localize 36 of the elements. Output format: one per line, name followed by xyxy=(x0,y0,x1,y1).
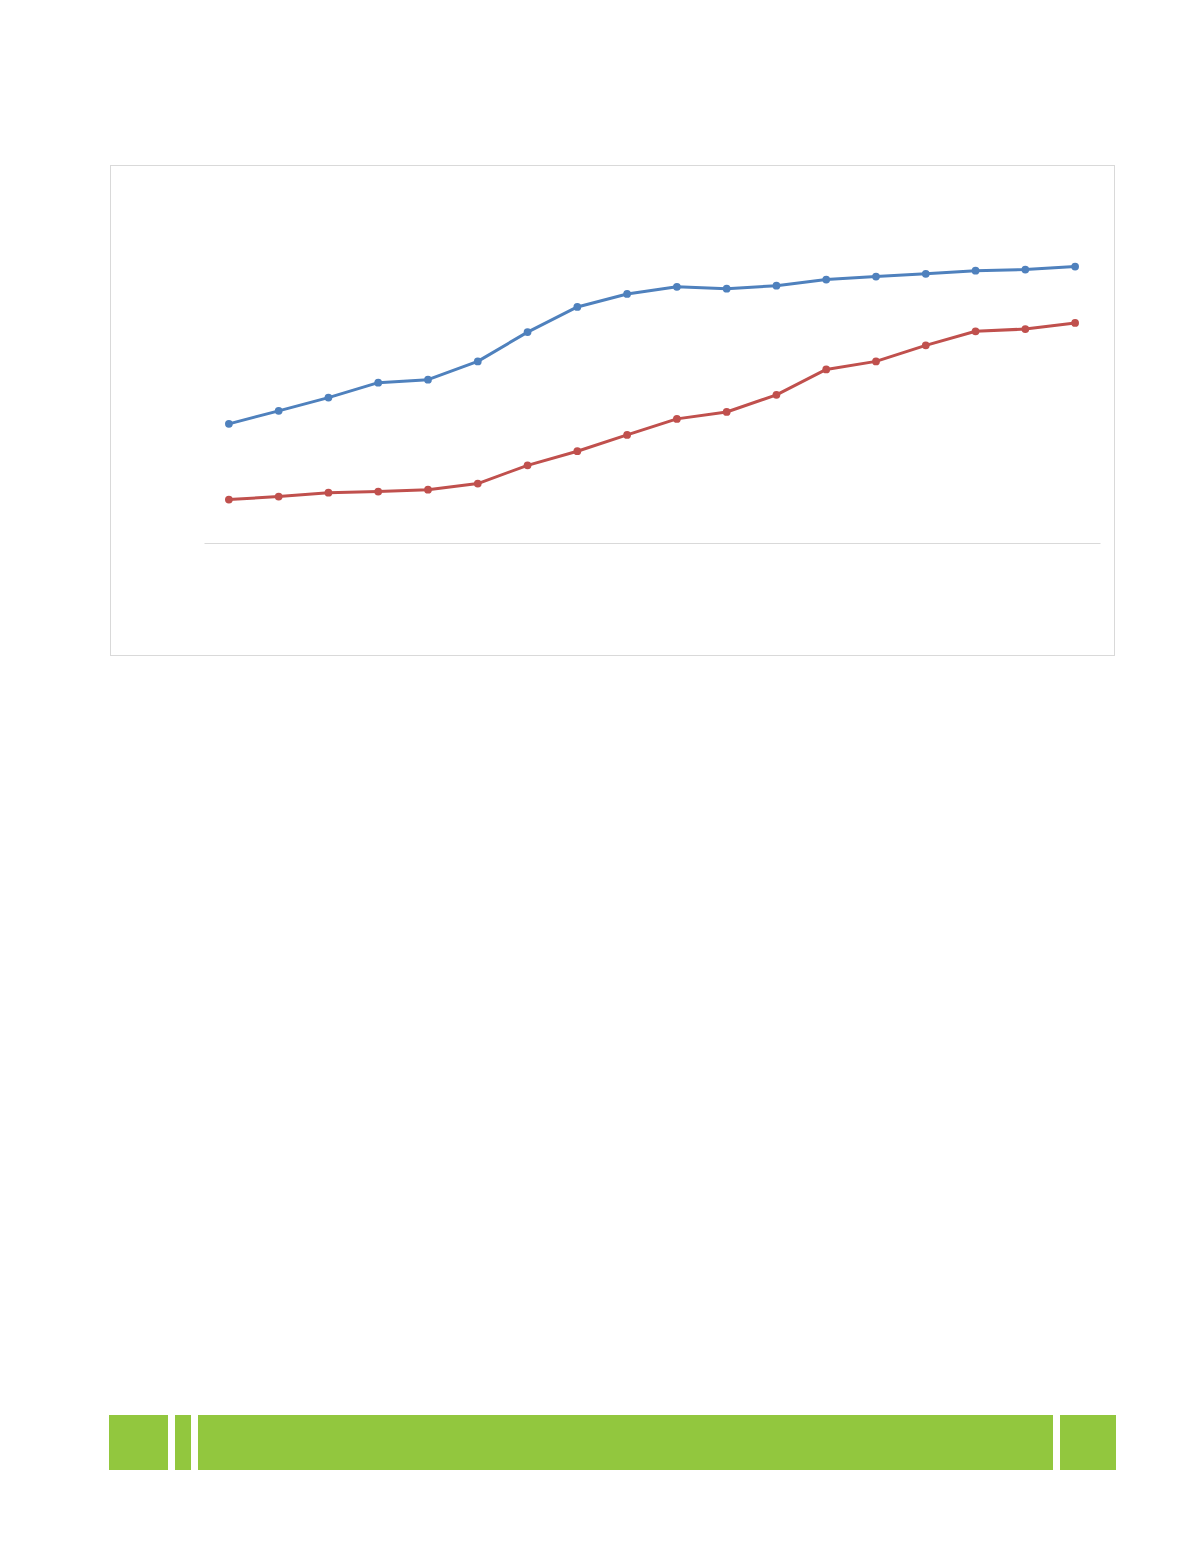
point xyxy=(324,488,333,497)
point xyxy=(473,479,482,488)
point xyxy=(722,284,731,293)
point xyxy=(921,269,930,278)
point xyxy=(374,487,383,496)
point xyxy=(473,357,482,366)
point xyxy=(424,485,432,494)
point xyxy=(822,275,831,284)
point xyxy=(424,375,432,384)
point xyxy=(722,408,731,416)
point xyxy=(1071,319,1079,327)
point xyxy=(1021,265,1030,274)
point xyxy=(225,495,233,504)
point xyxy=(872,357,880,366)
point xyxy=(623,290,631,298)
point xyxy=(1071,262,1079,271)
point xyxy=(772,390,781,399)
point xyxy=(971,327,980,336)
point xyxy=(673,282,681,291)
point xyxy=(274,492,283,501)
point xyxy=(523,328,532,336)
point xyxy=(324,393,333,402)
point xyxy=(1021,325,1030,333)
point xyxy=(772,281,781,290)
point xyxy=(274,407,283,415)
point xyxy=(872,272,880,281)
point xyxy=(374,378,383,387)
point xyxy=(573,447,582,456)
point xyxy=(573,303,582,311)
point xyxy=(623,431,631,439)
point xyxy=(921,341,930,350)
point xyxy=(971,266,980,275)
point xyxy=(822,365,831,374)
point xyxy=(673,415,681,423)
point xyxy=(225,420,233,428)
point xyxy=(523,461,532,470)
